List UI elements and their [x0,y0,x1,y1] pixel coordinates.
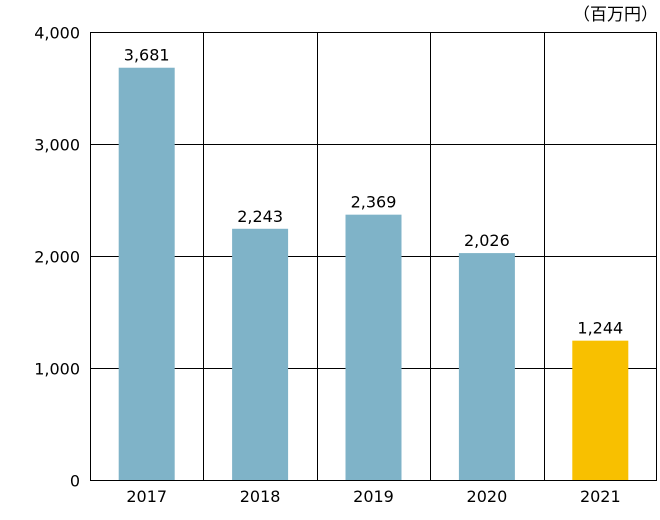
plot-border [90,32,657,481]
y-tick-label: 3,000 [34,136,80,155]
y-tick-label: 2,000 [34,248,80,267]
bar-2018 [232,228,289,480]
y-tick-label: 1,000 [34,360,80,379]
x-tick-label: 2018 [240,487,281,506]
bar-2017 [118,67,175,480]
y-tick-label: 0 [70,472,80,491]
data-label: 2,026 [464,231,510,250]
data-label: 2,243 [237,207,283,226]
x-tick-label: 2020 [467,487,508,506]
x-tick-label: 2019 [353,487,394,506]
y-axis-tick-labels: 0 1,000 2,000 3,000 4,000 [34,24,80,491]
bars [118,67,629,480]
bar-2020 [458,253,515,480]
data-labels: 3,681 2,243 2,369 2,026 1,244 [124,46,623,338]
x-tick-label: 2017 [126,487,167,506]
unit-label: （百万円） [573,5,658,25]
plot-frame [90,32,657,481]
data-label: 2,369 [351,193,397,212]
data-label: 1,244 [577,319,623,338]
bar-2019 [345,214,402,480]
y-tick-label: 4,000 [34,24,80,43]
data-label: 3,681 [124,46,170,65]
bar-2021 [572,340,629,480]
x-axis-tick-labels: 2017 2018 2019 2020 2021 [126,487,620,506]
x-tick-label: 2021 [580,487,621,506]
